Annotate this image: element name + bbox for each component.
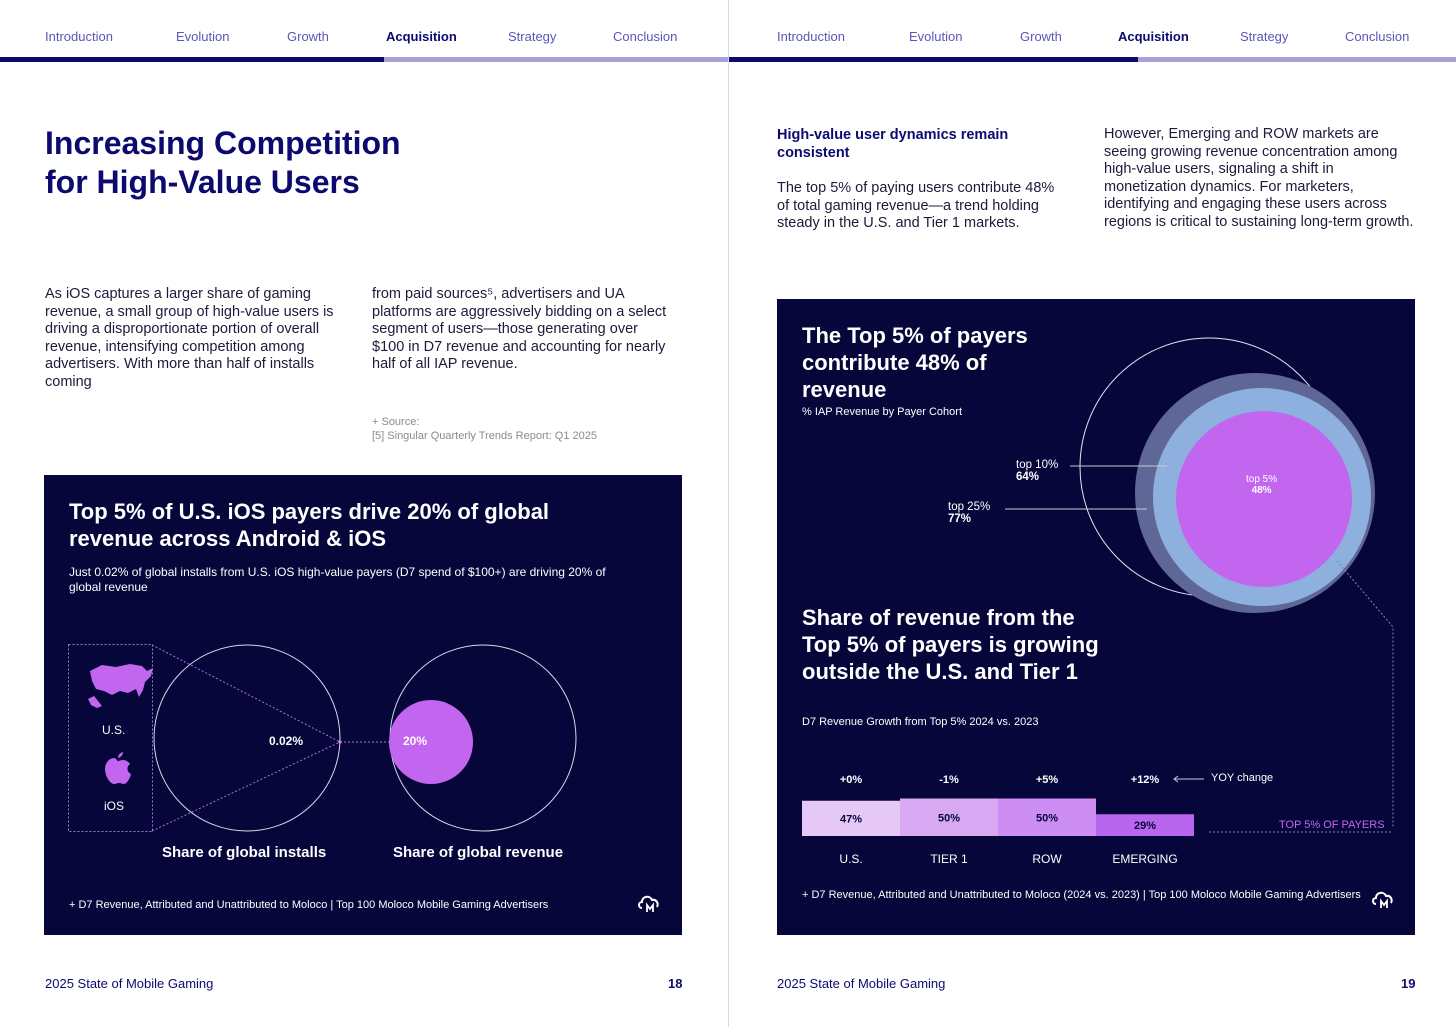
intro-column-2: However, Emerging and ROW markets are se… [1104, 126, 1414, 230]
nav-conclusion[interactable]: Conclusion [1345, 29, 1410, 44]
apple-leaf-icon [118, 752, 123, 758]
section-heading: High-value user dynamics remain consiste… [777, 127, 1009, 161]
revenue-share-circle [389, 700, 473, 784]
bar-emerging [1096, 814, 1194, 836]
us-map-icon [90, 664, 153, 697]
card-footnote: + D7 Revenue, Attributed and Unattribute… [69, 899, 549, 911]
top25-value: 77% [948, 513, 972, 525]
top5-circle [1176, 411, 1352, 587]
page-title-line2: for High-Value Users [45, 164, 360, 200]
card-title-1: The Top 5% of payers contribute 48% of r… [802, 323, 1028, 402]
top10-value: 64% [1016, 471, 1040, 483]
nav-evolution[interactable]: Evolution [176, 29, 230, 44]
top5-payers-label: TOP 5% OF PAYERS [1279, 819, 1385, 831]
intro-column-2: from paid sources⁵, advertisers and UA p… [372, 286, 667, 373]
installs-value: 0.02% [269, 734, 304, 748]
card-footnote: + D7 Revenue, Attributed and Unattribute… [802, 889, 1361, 901]
source-note: + Source: [5] Singular Quarterly Trends … [372, 416, 672, 443]
category-label: TIER 1 [930, 852, 968, 866]
bar-tier-1 [900, 798, 998, 836]
top25-label: top 25% 77% [948, 501, 990, 525]
page-19: Introduction Evolution Growth Acquisitio… [729, 0, 1456, 1027]
yoy-arrowhead [1173, 775, 1179, 783]
source-text: [5] Singular Quarterly Trends Report: Q1… [372, 429, 598, 442]
top10-label: top 10% 64% [1016, 459, 1058, 483]
nav-strategy[interactable]: Strategy [508, 29, 557, 44]
us-label: U.S. [102, 723, 126, 737]
intro-column-1: As iOS captures a larger share of gaming… [45, 286, 334, 390]
page-title: Increasing Competition for High-Value Us… [45, 124, 465, 202]
card-subtitle-2: D7 Revenue Growth from Top 5% 2024 vs. 2… [802, 716, 1039, 728]
category-label: ROW [1032, 852, 1062, 866]
nav-introduction[interactable]: Introduction [45, 29, 113, 44]
top5-connector [1336, 560, 1394, 827]
card-title: Top 5% of U.S. iOS payers drive 20% of g… [69, 499, 550, 551]
bar-value-label: 47% [840, 813, 862, 825]
installs-caption: Share of global installs [162, 844, 327, 861]
revenue-growth-bars: 47% +0% U.S. 50% -1% TIER 1 50% +5% ROW 29% +12% EM… [802, 774, 1194, 866]
page-number: 18 [668, 976, 683, 991]
revenue-caption: Share of global revenue [393, 844, 564, 861]
nav-progress-bar [729, 57, 1456, 62]
category-label: U.S. [839, 852, 862, 866]
source-label: + Source: [372, 416, 420, 428]
page-18: Introduction Evolution Growth Acquisitio… [0, 0, 728, 991]
yoy-change-label: +12% [1131, 774, 1160, 786]
nav-evolution[interactable]: Evolution [909, 29, 963, 44]
top-payers-card: The Top 5% of payers contribute 48% of r… [777, 299, 1415, 935]
category-label: EMERGING [1112, 852, 1177, 866]
card-subtitle-1: % IAP Revenue by Payer Cohort [802, 406, 962, 418]
yoy-change-label: +0% [840, 774, 863, 786]
nav-acquisition[interactable]: Acquisition [386, 29, 457, 44]
apple-icon [105, 758, 131, 784]
nav-growth[interactable]: Growth [1020, 29, 1062, 44]
top5-name: top 5% [1246, 474, 1278, 485]
page-gutter [728, 0, 729, 1027]
top5-label: top 5% 48% [1246, 474, 1277, 496]
payer-cohort-graphic: 47% +0% U.S. 50% -1% TIER 1 50% +5% ROW 29% +12% EM… [802, 337, 1394, 866]
nav-growth[interactable]: Growth [287, 29, 329, 44]
nav-acquisition[interactable]: Acquisition [1118, 29, 1189, 44]
revenue-value: 20% [403, 734, 428, 748]
installs-revenue-graphic [68, 644, 577, 832]
card-title-2: Share of revenue from the Top 5% of paye… [802, 605, 1099, 684]
bar-value-label: 29% [1134, 820, 1156, 832]
footer-title: 2025 State of Mobile Gaming [777, 976, 946, 991]
card-subtitle: Just 0.02% of global installs from U.S. … [69, 565, 606, 594]
connector-top [151, 644, 341, 743]
yoy-change-label: -1% [939, 774, 959, 786]
installs-circle [153, 644, 341, 832]
nav-introduction[interactable]: Introduction [777, 29, 845, 44]
section-nav: Introduction Evolution Growth Acquisitio… [0, 0, 728, 62]
bar-value-label: 50% [938, 812, 960, 824]
page-number: 19 [1401, 976, 1416, 991]
installs-revenue-card: Top 5% of U.S. iOS payers drive 20% of g… [44, 475, 682, 935]
moloco-logo-icon [638, 895, 659, 912]
section-nav: Introduction Evolution Growth Acquisitio… [729, 0, 1456, 62]
yoy-change-label: +5% [1036, 774, 1059, 786]
us-ios-dashed-box [68, 644, 153, 832]
nav-strategy[interactable]: Strategy [1240, 29, 1289, 44]
nav-progress-fill [729, 57, 1138, 62]
connector-bottom [151, 741, 341, 832]
alaska-icon [88, 696, 102, 708]
ios-label: iOS [104, 799, 125, 813]
footer-title: 2025 State of Mobile Gaming [45, 976, 214, 991]
moloco-logo-icon [1372, 891, 1393, 908]
yoy-label: YOY change [1211, 772, 1274, 784]
top10-name: top 10% [1016, 459, 1059, 471]
bar-value-label: 50% [1036, 812, 1058, 824]
top25-name: top 25% [948, 501, 991, 513]
bar-u-s- [802, 800, 900, 836]
nav-conclusion[interactable]: Conclusion [613, 29, 678, 44]
nav-progress-fill [0, 57, 384, 62]
top5-value: 48% [1251, 485, 1272, 496]
intro-column-1: The top 5% of paying users contribute 48… [777, 180, 1055, 232]
nav-progress-bar [0, 57, 728, 62]
bar-row [998, 798, 1096, 836]
page-title-line1: Increasing Competition [45, 125, 401, 161]
